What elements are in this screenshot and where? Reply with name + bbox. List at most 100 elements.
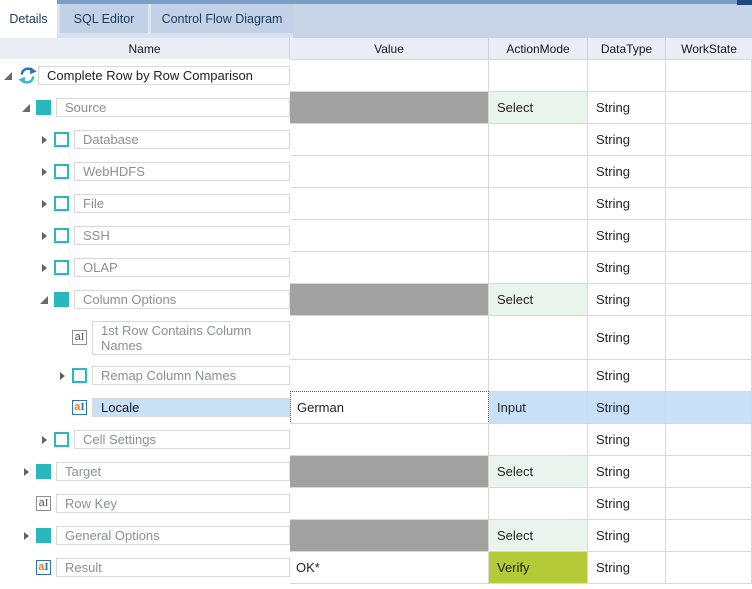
- value-cell[interactable]: [290, 123, 489, 156]
- datatype-cell[interactable]: String: [588, 123, 666, 156]
- actionmode-cell[interactable]: [489, 487, 588, 520]
- expander-toggle[interactable]: [22, 104, 36, 112]
- workstate-cell[interactable]: [666, 219, 752, 252]
- column-header-workstate[interactable]: WorkState: [681, 41, 737, 56]
- actionmode-cell[interactable]: [489, 423, 588, 456]
- expander-toggle[interactable]: [22, 468, 36, 476]
- table-row[interactable]: File String: [0, 187, 752, 220]
- workstate-cell[interactable]: [666, 59, 752, 92]
- datatype-cell[interactable]: String: [588, 155, 666, 188]
- name-cell[interactable]: SSH: [74, 226, 290, 245]
- expander-toggle[interactable]: [40, 136, 54, 144]
- datatype-cell[interactable]: String: [588, 423, 666, 456]
- name-cell[interactable]: Result: [56, 558, 290, 577]
- value-cell[interactable]: [290, 359, 489, 392]
- actionmode-cell[interactable]: Select: [489, 519, 588, 552]
- workstate-cell[interactable]: [666, 283, 752, 316]
- actionmode-cell[interactable]: Input: [489, 391, 588, 424]
- name-cell[interactable]: File: [74, 194, 290, 213]
- name-cell[interactable]: WebHDFS: [74, 162, 290, 181]
- table-row[interactable]: General Options Select String: [0, 519, 752, 552]
- workstate-cell[interactable]: [666, 91, 752, 124]
- value-cell[interactable]: [290, 519, 489, 552]
- name-cell[interactable]: 1st Row Contains Column Names: [92, 320, 290, 355]
- value-cell[interactable]: [290, 315, 489, 360]
- value-cell[interactable]: [290, 251, 489, 284]
- datatype-cell[interactable]: String: [588, 455, 666, 488]
- workstate-cell[interactable]: [666, 551, 752, 584]
- value-cell[interactable]: [290, 487, 489, 520]
- actionmode-cell[interactable]: [489, 155, 588, 188]
- table-row[interactable]: WebHDFS String: [0, 155, 752, 188]
- datatype-cell[interactable]: String: [588, 251, 666, 284]
- name-cell[interactable]: OLAP: [74, 258, 290, 277]
- workstate-cell[interactable]: [666, 391, 752, 424]
- datatype-cell[interactable]: String: [588, 519, 666, 552]
- value-cell[interactable]: German: [290, 391, 489, 424]
- datatype-cell[interactable]: String: [588, 391, 666, 424]
- datatype-cell[interactable]: [588, 59, 666, 92]
- value-cell[interactable]: [290, 59, 489, 92]
- value-cell[interactable]: [290, 219, 489, 252]
- table-row[interactable]: Database String: [0, 123, 752, 156]
- tab-sql-editor[interactable]: SQL Editor: [60, 4, 148, 33]
- expander-toggle[interactable]: [40, 436, 54, 444]
- name-cell[interactable]: General Options: [56, 526, 290, 545]
- value-cell[interactable]: OK*: [290, 551, 489, 584]
- tab-details[interactable]: Details: [0, 0, 57, 38]
- workstate-cell[interactable]: [666, 155, 752, 188]
- actionmode-cell[interactable]: Select: [489, 91, 588, 124]
- workstate-cell[interactable]: [666, 251, 752, 284]
- value-cell[interactable]: [290, 423, 489, 456]
- value-cell[interactable]: [290, 283, 489, 316]
- datatype-cell[interactable]: String: [588, 219, 666, 252]
- actionmode-cell[interactable]: Select: [489, 283, 588, 316]
- expander-toggle[interactable]: [40, 264, 54, 272]
- name-cell[interactable]: Database: [74, 130, 290, 149]
- table-row[interactable]: OLAP String: [0, 251, 752, 284]
- datatype-cell[interactable]: String: [588, 551, 666, 584]
- datatype-cell[interactable]: String: [588, 187, 666, 220]
- datatype-cell[interactable]: String: [588, 359, 666, 392]
- table-row[interactable]: Complete Row by Row Comparison: [0, 59, 752, 92]
- table-row[interactable]: Column Options Select String: [0, 283, 752, 316]
- name-cell[interactable]: Row Key: [56, 494, 290, 513]
- column-header-name[interactable]: Name: [0, 38, 290, 59]
- workstate-cell[interactable]: [666, 315, 752, 360]
- column-header-datatype[interactable]: DataType: [588, 38, 666, 59]
- actionmode-cell[interactable]: [489, 219, 588, 252]
- table-row[interactable]: Cell Settings String: [0, 423, 752, 456]
- table-row[interactable]: SSH String: [0, 219, 752, 252]
- actionmode-cell[interactable]: [489, 59, 588, 92]
- expander-toggle[interactable]: [22, 532, 36, 540]
- expander-toggle[interactable]: [4, 72, 18, 80]
- actionmode-cell[interactable]: [489, 315, 588, 360]
- table-row[interactable]: Remap Column Names String: [0, 359, 752, 392]
- workstate-cell[interactable]: [666, 423, 752, 456]
- name-cell[interactable]: Remap Column Names: [92, 366, 290, 385]
- name-cell[interactable]: Complete Row by Row Comparison: [38, 66, 290, 85]
- actionmode-cell[interactable]: [489, 251, 588, 284]
- datatype-cell[interactable]: String: [588, 283, 666, 316]
- actionmode-cell[interactable]: [489, 187, 588, 220]
- table-row[interactable]: Source Select String: [0, 91, 752, 124]
- actionmode-cell[interactable]: [489, 123, 588, 156]
- actionmode-cell[interactable]: [489, 359, 588, 392]
- workstate-cell[interactable]: [666, 359, 752, 392]
- column-header-actionmode[interactable]: ActionMode: [489, 38, 588, 59]
- actionmode-cell[interactable]: Select: [489, 455, 588, 488]
- tab-control-flow-diagram[interactable]: Control Flow Diagram: [151, 4, 293, 33]
- value-cell[interactable]: [290, 455, 489, 488]
- datatype-cell[interactable]: String: [588, 91, 666, 124]
- name-cell[interactable]: Column Options: [74, 290, 290, 309]
- value-cell[interactable]: [290, 91, 489, 124]
- expander-toggle[interactable]: [40, 168, 54, 176]
- name-cell[interactable]: Locale: [92, 398, 290, 417]
- workstate-cell[interactable]: [666, 487, 752, 520]
- column-header-value[interactable]: Value: [290, 38, 489, 59]
- workstate-cell[interactable]: [666, 187, 752, 220]
- name-cell[interactable]: Cell Settings: [74, 430, 290, 449]
